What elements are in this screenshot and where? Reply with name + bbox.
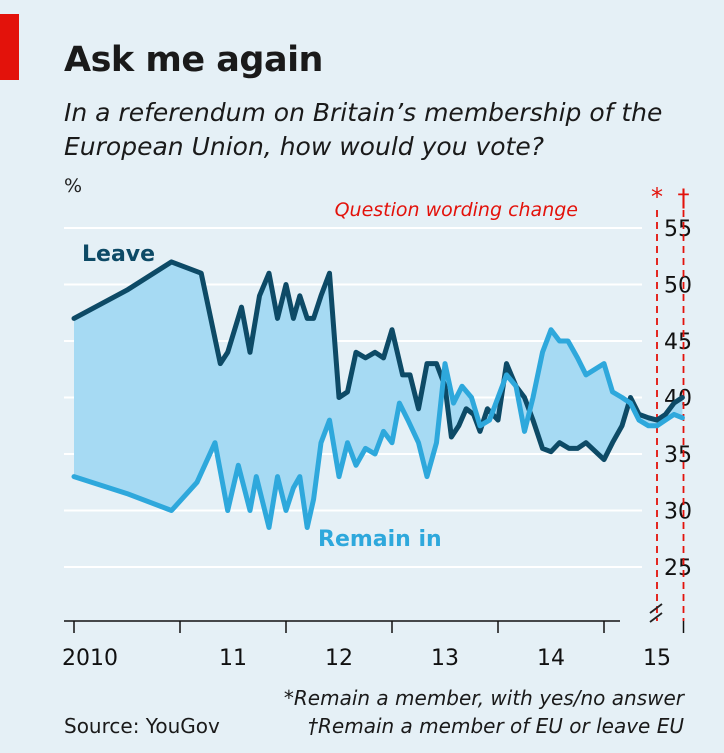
y-tick-label: 45 [664,330,692,355]
y-tick-label: 30 [664,500,692,525]
brand-accent-bar [0,14,19,80]
series-line-leave [71,259,685,463]
chart-subtitle: In a referendum on Britain’s membership … [64,98,663,161]
footnote-star: *Remain a member, with yes/no answer [283,686,684,710]
x-tick-label: 2010 [62,646,118,671]
dagger-marker: † [678,184,690,212]
y-tick-label: 35 [664,443,692,468]
x-tick-label: 14 [537,646,565,671]
y-tick-label: 50 [664,274,692,299]
footnote-dagger: †Remain a member of EU or leave EU [308,714,684,738]
x-tick-label: 13 [431,646,459,671]
x-tick-label: 11 [219,646,247,671]
gap-area [74,261,683,528]
series-line-remain [71,327,685,530]
y-tick-label: 25 [664,556,692,581]
star-marker: * [651,183,663,211]
y-axis-unit: % [64,175,82,197]
x-tick-label: 12 [325,646,353,671]
axis-break-icon [649,603,663,623]
wording-change-label: Question wording change [335,199,578,221]
source-note: Source: YouGov [64,714,220,738]
series-label-leave: Leave [82,242,155,267]
x-tick-label: 15 [643,646,671,671]
chart-title: Ask me again [64,40,323,80]
y-tick-label: 55 [664,217,692,242]
series-label-remain: Remain in [318,527,442,552]
